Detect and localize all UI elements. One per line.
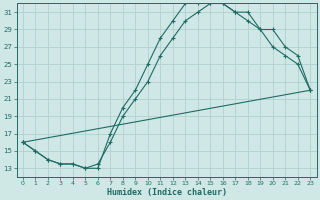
X-axis label: Humidex (Indice chaleur): Humidex (Indice chaleur) [107,188,227,197]
